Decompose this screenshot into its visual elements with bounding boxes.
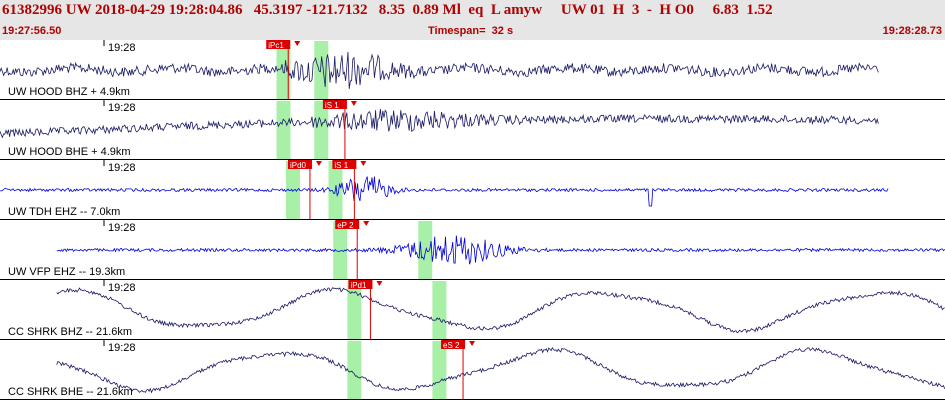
time-label: 19:28 xyxy=(108,162,136,174)
event-header: 61382996 UW 2018-04-29 19:28:04.86 45.31… xyxy=(0,0,945,40)
trace-panel[interactable]: 19:28 iPc1 UW HOOD BHZ + 4.9km xyxy=(0,40,945,100)
trace-panel[interactable]: 19:28 eP 2 UW VFP EHZ -- 19.3km xyxy=(0,220,945,280)
pick-window xyxy=(276,41,291,99)
trace-panels[interactable]: 19:28 iPc1 UW HOOD BHZ + 4.9km 19:28 iS 1 UW … xyxy=(0,40,945,400)
pick-marker xyxy=(376,281,383,286)
start-time: 19:27:56.50 xyxy=(2,25,62,37)
pick-window xyxy=(276,101,291,159)
station-label: CC SHRK BHE -- 21.6km xyxy=(8,386,133,398)
waveform xyxy=(56,235,945,265)
waveform xyxy=(0,176,889,207)
waveform xyxy=(56,287,945,334)
waveform xyxy=(0,51,879,89)
pick-marker xyxy=(360,161,367,166)
pick-window xyxy=(432,341,447,399)
pick-marker xyxy=(294,41,301,46)
station-label: UW TDH EHZ -- 7.0km xyxy=(8,206,120,218)
pick-marker xyxy=(350,101,357,106)
pick-label: iPd1 xyxy=(350,281,367,290)
time-label: 19:28 xyxy=(108,342,136,354)
pick-label: iS 1 xyxy=(334,161,348,170)
pick-label: eP 2 xyxy=(337,221,354,230)
time-label: 19:28 xyxy=(108,222,136,234)
station-label: CC SHRK BHZ -- 21.6km xyxy=(8,326,132,338)
pick-flag xyxy=(332,160,357,169)
pick-marker xyxy=(315,161,322,166)
pick-window xyxy=(432,281,447,339)
pick-marker xyxy=(469,341,476,346)
station-label: UW VFP EHZ -- 19.3km xyxy=(8,266,125,278)
trace-panel[interactable]: 19:28 iPd1 CC SHRK BHZ -- 21.6km xyxy=(0,280,945,340)
trace-panel[interactable]: 19:28 eS 2 CC SHRK BHE -- 21.6km xyxy=(0,340,945,400)
pick-label: iS 1 xyxy=(325,101,339,110)
pick-window xyxy=(333,221,348,279)
station-label: UW HOOD BHE + 4.9km xyxy=(8,146,131,158)
event-info-line: 61382996 UW 2018-04-29 19:28:04.86 45.31… xyxy=(2,2,773,18)
pick-flag xyxy=(322,100,347,109)
pick-label: iPd0 xyxy=(290,161,307,170)
pick-flag xyxy=(266,40,291,49)
end-time: 19:28:28.73 xyxy=(882,25,942,37)
pick-window xyxy=(418,221,433,279)
trace-panel[interactable]: 19:28 iPd0 iS 1 UW TDH EHZ -- 7.0km xyxy=(0,160,945,220)
time-label: 19:28 xyxy=(108,282,136,294)
pick-flag xyxy=(335,220,360,229)
pick-window xyxy=(314,101,329,159)
pick-label: iPc1 xyxy=(268,41,284,50)
station-label: UW HOOD BHZ + 4.9km xyxy=(8,86,130,98)
pick-marker xyxy=(363,221,370,226)
pick-window xyxy=(347,341,362,399)
pick-flag xyxy=(441,340,466,349)
pick-flag xyxy=(287,160,312,169)
trace-panel[interactable]: 19:28 iS 1 UW HOOD BHE + 4.9km xyxy=(0,100,945,160)
waveform xyxy=(56,346,945,394)
pick-window xyxy=(285,161,300,219)
waveform xyxy=(0,109,879,139)
pick-label: eS 2 xyxy=(443,341,460,350)
time-label: 19:28 xyxy=(108,42,136,54)
time-label: 19:28 xyxy=(108,102,136,114)
timespan: Timespan= 32 s xyxy=(428,25,514,37)
pick-flag xyxy=(348,280,373,289)
